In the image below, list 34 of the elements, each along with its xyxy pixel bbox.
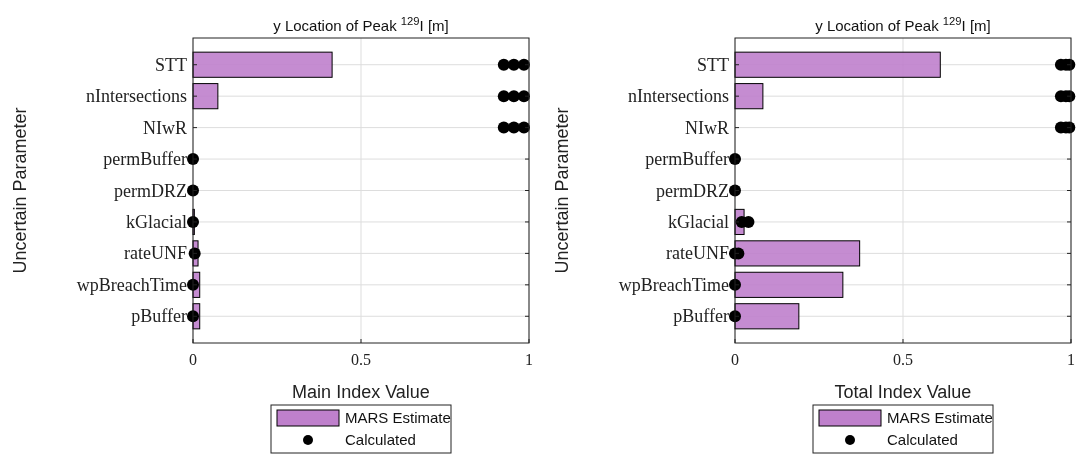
- y-tick-label: kGlacial: [668, 211, 729, 232]
- legend-label: MARS Estimate: [887, 409, 993, 426]
- y-tick-label: permBuffer: [103, 149, 187, 170]
- x-tick-label: 0: [731, 351, 739, 368]
- y-tick-label: rateUNF: [124, 243, 187, 264]
- x-axis-title: Main Index Value: [292, 382, 430, 402]
- y-tick-label: permDRZ: [114, 180, 187, 201]
- x-tick-label: 0.5: [351, 351, 371, 368]
- legend-label: Calculated: [887, 431, 958, 448]
- x-tick-label: 0: [189, 351, 197, 368]
- y-tick-label: pBuffer: [673, 306, 729, 327]
- chart-title: y Location of Peak $^{129}$I [m]: [273, 15, 449, 34]
- x-tick-label: 0.5: [893, 351, 913, 368]
- y-tick-label: wpBreachTime: [618, 274, 729, 295]
- y-tick-label: pBuffer: [131, 306, 187, 327]
- y-tick-label: permBuffer: [645, 149, 729, 170]
- legend-label: Calculated: [345, 431, 416, 448]
- x-tick-label: 1: [1067, 351, 1075, 368]
- y-tick-label: nIntersections: [628, 86, 729, 107]
- chart-title: y Location of Peak $^{129}$I [m]: [815, 15, 991, 34]
- y-tick-label: wpBreachTime: [76, 274, 187, 295]
- y-tick-label: nIntersections: [86, 86, 187, 107]
- x-tick-label: 1: [525, 351, 533, 368]
- y-axis-title: Uncertain Parameter: [552, 107, 572, 274]
- y-tick-label: STT: [154, 54, 187, 75]
- x-axis-title: Total Index Value: [834, 382, 972, 402]
- y-tick-label: kGlacial: [126, 211, 187, 232]
- legend-label: MARS Estimate: [345, 409, 451, 426]
- y-tick-label: permDRZ: [656, 180, 729, 201]
- y-tick-label: NIwR: [685, 117, 729, 138]
- y-tick-label: NIwR: [143, 117, 187, 138]
- y-tick-label: rateUNF: [666, 243, 729, 264]
- y-tick-label: STT: [696, 54, 729, 75]
- y-axis-title: Uncertain Parameter: [10, 107, 30, 274]
